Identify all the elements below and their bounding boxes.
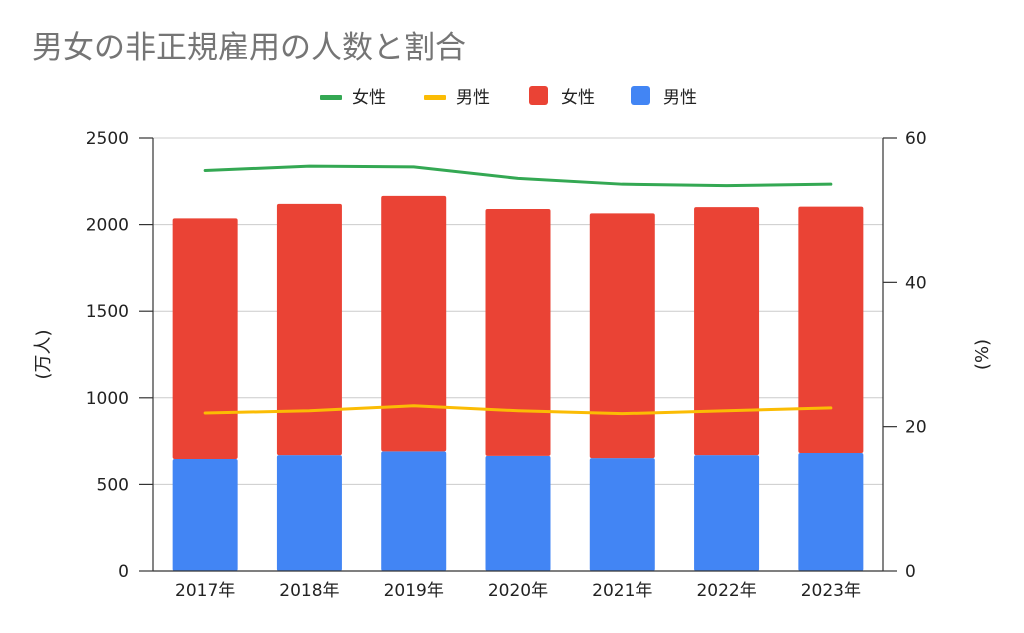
right-tick-label: 20 bbox=[905, 418, 927, 438]
x-tick-label: 2022年 bbox=[696, 581, 756, 601]
bar-female bbox=[589, 213, 655, 459]
legend-marker-line bbox=[320, 95, 342, 100]
legend-label: 女性 bbox=[561, 88, 595, 108]
bar-female bbox=[694, 207, 760, 456]
bar-male bbox=[276, 455, 342, 571]
x-tick-label: 2023年 bbox=[801, 581, 861, 601]
legend-marker-box bbox=[529, 86, 548, 105]
bar-male bbox=[798, 453, 864, 571]
left-tick-label: 1000 bbox=[86, 389, 129, 409]
x-tick-label: 2021年 bbox=[592, 581, 652, 601]
left-tick-label: 500 bbox=[97, 475, 129, 495]
x-tick-label: 2018年 bbox=[279, 581, 339, 601]
bar-female bbox=[172, 218, 238, 459]
x-tick-label: 2017年 bbox=[175, 581, 235, 601]
legend-label: 男性 bbox=[663, 88, 697, 108]
bar-female bbox=[276, 203, 342, 456]
right-tick-label: 60 bbox=[905, 129, 927, 149]
bar-female bbox=[381, 195, 447, 452]
bar-male bbox=[381, 451, 447, 571]
legend-label: 男性 bbox=[456, 88, 490, 108]
legend-marker-line bbox=[424, 95, 446, 100]
bar-male bbox=[485, 455, 551, 571]
bar-male bbox=[694, 455, 760, 571]
legend-marker-box bbox=[631, 86, 650, 105]
x-tick-label: 2019年 bbox=[384, 581, 444, 601]
bar-female bbox=[485, 209, 551, 456]
right-tick-label: 40 bbox=[905, 273, 927, 293]
left-tick-label: 2500 bbox=[86, 129, 129, 149]
bar-female bbox=[798, 206, 864, 454]
y-axis-title-left: (万人) bbox=[33, 329, 54, 379]
bar-male bbox=[589, 458, 655, 571]
x-tick-label: 2020年 bbox=[488, 581, 548, 601]
left-tick-label: 1500 bbox=[86, 302, 129, 322]
legend-label: 女性 bbox=[352, 88, 386, 108]
left-tick-label: 2000 bbox=[86, 216, 129, 236]
chart-title: 男女の非正規雇用の人数と割合 bbox=[32, 30, 466, 66]
right-tick-label: 0 bbox=[905, 562, 916, 582]
y-axis-title-right: (%) bbox=[972, 339, 993, 370]
line-female bbox=[203, 164, 833, 188]
bar-male bbox=[172, 458, 238, 571]
left-tick-label: 0 bbox=[118, 562, 129, 582]
